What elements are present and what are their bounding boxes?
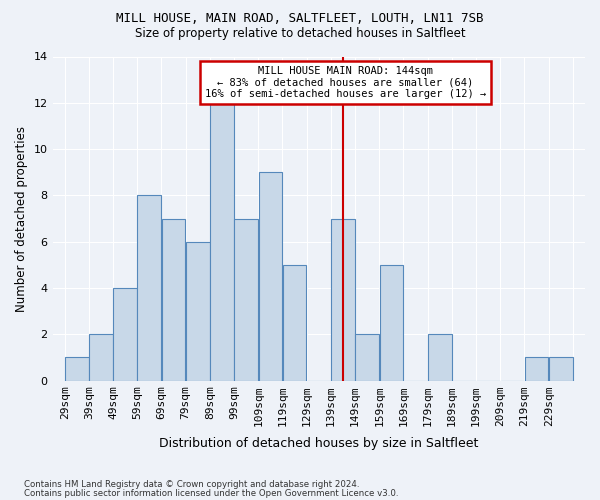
Bar: [89, 334, 113, 380]
Bar: [65, 358, 89, 380]
Bar: [235, 218, 258, 380]
Text: MILL HOUSE, MAIN ROAD, SALTFLEET, LOUTH, LN11 7SB: MILL HOUSE, MAIN ROAD, SALTFLEET, LOUTH,…: [116, 12, 484, 26]
Bar: [428, 334, 452, 380]
Bar: [113, 288, 137, 380]
Text: Size of property relative to detached houses in Saltfleet: Size of property relative to detached ho…: [134, 28, 466, 40]
Text: Contains public sector information licensed under the Open Government Licence v3: Contains public sector information licen…: [24, 489, 398, 498]
Bar: [161, 218, 185, 380]
Text: MILL HOUSE MAIN ROAD: 144sqm
← 83% of detached houses are smaller (64)
16% of se: MILL HOUSE MAIN ROAD: 144sqm ← 83% of de…: [205, 66, 486, 99]
Bar: [331, 218, 355, 380]
Y-axis label: Number of detached properties: Number of detached properties: [15, 126, 28, 312]
Bar: [283, 265, 307, 380]
Bar: [186, 242, 209, 380]
Bar: [525, 358, 548, 380]
Bar: [137, 196, 161, 380]
Text: Contains HM Land Registry data © Crown copyright and database right 2024.: Contains HM Land Registry data © Crown c…: [24, 480, 359, 489]
Bar: [259, 172, 282, 380]
Bar: [210, 103, 234, 380]
Bar: [355, 334, 379, 380]
Bar: [549, 358, 572, 380]
Bar: [380, 265, 403, 380]
X-axis label: Distribution of detached houses by size in Saltfleet: Distribution of detached houses by size …: [159, 437, 478, 450]
